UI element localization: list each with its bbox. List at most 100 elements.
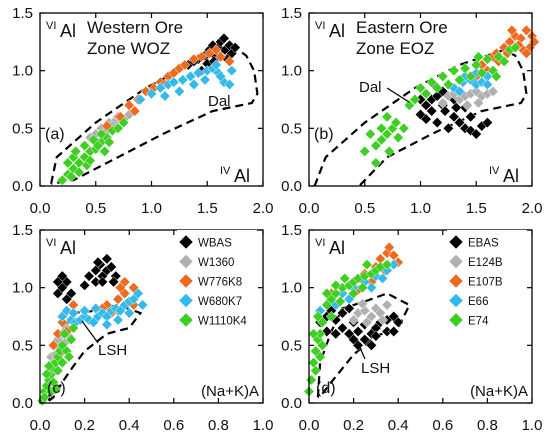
field-leader-line xyxy=(356,340,366,360)
x-tick-label: 0.5 xyxy=(85,200,106,217)
x-label-superscript: IV xyxy=(489,165,500,177)
field-label: Dal xyxy=(208,93,231,110)
x-tick-label: 2.0 xyxy=(253,200,274,217)
series-wbas xyxy=(52,253,122,305)
data-point xyxy=(381,128,393,140)
data-point xyxy=(381,259,393,271)
x-label: Al xyxy=(234,166,250,186)
data-point xyxy=(487,85,499,97)
data-point xyxy=(398,122,410,134)
data-point xyxy=(196,51,208,63)
data-point xyxy=(343,302,355,314)
field-leader-line xyxy=(81,320,99,344)
data-point xyxy=(112,314,124,326)
x-tick-label: 0.2 xyxy=(343,417,364,434)
x-tick-label: 0.2 xyxy=(74,417,95,434)
legend-label: W776K8 xyxy=(198,277,242,289)
data-point xyxy=(390,117,402,129)
legend-marker xyxy=(448,273,464,289)
y-tick-label: 1.5 xyxy=(12,222,33,239)
data-point xyxy=(63,351,75,363)
data-point xyxy=(330,287,342,299)
data-point xyxy=(310,365,322,377)
data-point xyxy=(470,128,482,140)
data-point xyxy=(134,93,146,106)
data-point xyxy=(223,55,236,67)
legend-label: W1360 xyxy=(198,257,234,269)
y-label-superscript: VI xyxy=(315,20,325,32)
data-point xyxy=(330,279,342,291)
data-point xyxy=(388,325,400,338)
x-tick-label: 1.0 xyxy=(253,417,274,434)
data-point xyxy=(168,76,180,88)
data-point xyxy=(481,53,493,65)
series-e124b xyxy=(348,298,393,328)
legend-marker xyxy=(178,293,194,308)
data-point xyxy=(79,310,91,323)
data-point xyxy=(375,122,388,134)
data-point xyxy=(67,322,80,334)
data-point xyxy=(420,99,432,111)
data-point xyxy=(330,328,342,340)
plot-frame xyxy=(308,229,533,404)
data-point xyxy=(459,62,471,74)
data-point xyxy=(465,111,477,123)
field-outline xyxy=(47,303,143,402)
data-point xyxy=(90,302,102,314)
y-tick-label: 0.0 xyxy=(12,395,33,412)
data-point xyxy=(453,74,466,86)
data-point xyxy=(173,85,185,97)
data-point xyxy=(361,259,373,271)
x-tick-label: 0.0 xyxy=(30,200,51,217)
data-point xyxy=(359,145,371,157)
data-point xyxy=(465,70,477,82)
legend-label: EBAS xyxy=(468,238,499,250)
data-point xyxy=(56,316,68,328)
series-w1110k4 xyxy=(36,322,80,407)
legend-marker xyxy=(178,234,194,250)
data-point xyxy=(101,253,113,265)
data-point xyxy=(103,136,115,148)
data-point xyxy=(312,310,324,323)
legend-label: WBAS xyxy=(198,238,232,250)
data-point xyxy=(453,117,466,129)
data-point xyxy=(370,330,382,342)
data-point xyxy=(431,117,443,129)
data-point xyxy=(450,102,462,114)
data-point xyxy=(305,374,317,386)
y-label: Al xyxy=(329,238,345,258)
legend-marker xyxy=(448,312,464,328)
data-point xyxy=(132,287,144,299)
data-point xyxy=(215,51,227,63)
data-point xyxy=(490,70,502,82)
data-point xyxy=(83,270,95,282)
x-label-superscript: IV xyxy=(220,165,231,177)
series-gray xyxy=(437,85,499,111)
x-tick-label: 1.0 xyxy=(410,200,431,217)
x-tick-label: 0.8 xyxy=(477,417,498,434)
field-outline xyxy=(316,292,411,399)
x-tick-label: 2.0 xyxy=(522,200,543,217)
data-point xyxy=(336,322,349,334)
data-point xyxy=(101,319,113,331)
data-point xyxy=(442,78,454,91)
series-black xyxy=(414,78,493,140)
y-tick-label: 1.0 xyxy=(281,63,302,80)
data-point xyxy=(325,310,337,323)
data-point xyxy=(409,93,421,106)
x-tick-label: 0.6 xyxy=(163,417,184,434)
data-point xyxy=(105,261,117,273)
data-point xyxy=(383,241,395,253)
legend-marker xyxy=(178,273,194,289)
y-tick-label: 1.5 xyxy=(281,5,302,22)
data-point xyxy=(123,99,135,111)
data-point xyxy=(420,88,432,100)
x-label: (Na+K)A xyxy=(470,383,528,400)
field-label: LSH xyxy=(98,342,127,359)
data-point xyxy=(481,78,493,91)
data-point xyxy=(403,99,415,111)
legend-label: W680K7 xyxy=(198,296,242,308)
